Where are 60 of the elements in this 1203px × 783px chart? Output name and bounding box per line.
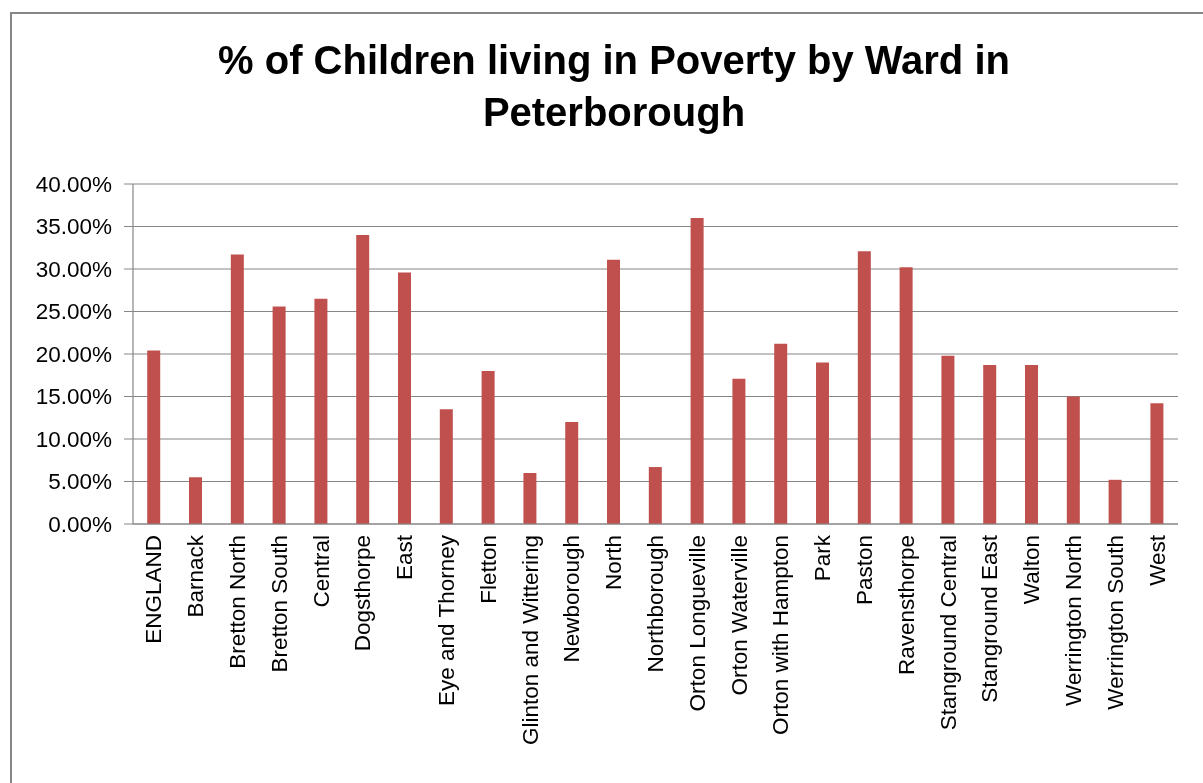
x-tick-label: Central — [308, 535, 334, 608]
bar — [690, 218, 704, 524]
y-tick-label: 0.00% — [48, 511, 112, 537]
x-tick-label: Bretton South — [266, 535, 292, 673]
bar — [147, 350, 161, 524]
x-tick-label: Walton — [1019, 535, 1045, 605]
bar — [1150, 403, 1164, 524]
bar — [941, 355, 955, 524]
x-tick-label: Ravensthorpe — [893, 535, 919, 676]
y-tick-label: 15.00% — [35, 384, 112, 410]
x-tick-label: West — [1144, 534, 1170, 586]
bar — [230, 254, 244, 524]
x-tick-label: Orton Longueville — [684, 535, 710, 712]
bar — [857, 251, 871, 524]
bar — [1108, 479, 1122, 524]
bar — [816, 362, 830, 524]
x-tick-label: Park — [810, 534, 836, 582]
x-tick-label: Newborough — [559, 535, 585, 663]
bar — [774, 343, 788, 524]
y-tick-label: 5.00% — [48, 469, 112, 495]
bar — [272, 306, 286, 524]
x-tick-label: Eye and Thorney — [434, 534, 459, 706]
y-tick-label: 40.00% — [35, 171, 112, 197]
bar — [1066, 396, 1080, 524]
x-tick-label: Fletton — [475, 535, 501, 604]
x-tick-label: Barnack — [183, 534, 209, 618]
bar — [189, 477, 203, 524]
y-tick-label: 20.00% — [35, 341, 112, 367]
bar — [607, 259, 621, 524]
y-tick-label: 10.00% — [35, 426, 112, 452]
bar — [314, 298, 328, 524]
x-tick-label: ENGLAND — [141, 535, 167, 644]
bar — [439, 409, 453, 524]
x-tick-label: Stanground Central — [935, 535, 961, 731]
x-tick-label: Dogsthorpe — [350, 535, 376, 652]
x-tick-label: Werrington South — [1102, 535, 1128, 710]
y-tick-label: 30.00% — [35, 256, 112, 282]
x-tick-label: Orton with Hampton — [768, 535, 794, 736]
bar — [983, 365, 997, 524]
x-tick-label: Glinton and Wittering — [517, 535, 543, 746]
bar — [481, 371, 495, 524]
bar — [648, 467, 662, 524]
bar — [899, 267, 913, 524]
bar — [523, 473, 537, 524]
x-tick-label: Orton Waterville — [726, 535, 752, 696]
x-tick-label: Paston — [852, 535, 877, 606]
x-tick-label: Werrington North — [1061, 535, 1086, 706]
x-tick-label: Northborough — [643, 535, 668, 673]
bar — [398, 272, 412, 524]
y-tick-label: 35.00% — [35, 214, 112, 240]
x-tick-label: Bretton North — [225, 535, 250, 669]
chart-title: % of Children living in Poverty by Ward in Peterborough — [217, 37, 1011, 136]
bar — [1025, 365, 1039, 524]
bar — [565, 422, 579, 524]
x-tick-label: North — [601, 535, 627, 591]
bar — [732, 378, 746, 524]
x-tick-label: East — [392, 534, 418, 581]
x-tick-label: Stanground East — [977, 534, 1003, 703]
y-tick-label: 25.00% — [35, 299, 112, 325]
bar — [356, 235, 370, 524]
